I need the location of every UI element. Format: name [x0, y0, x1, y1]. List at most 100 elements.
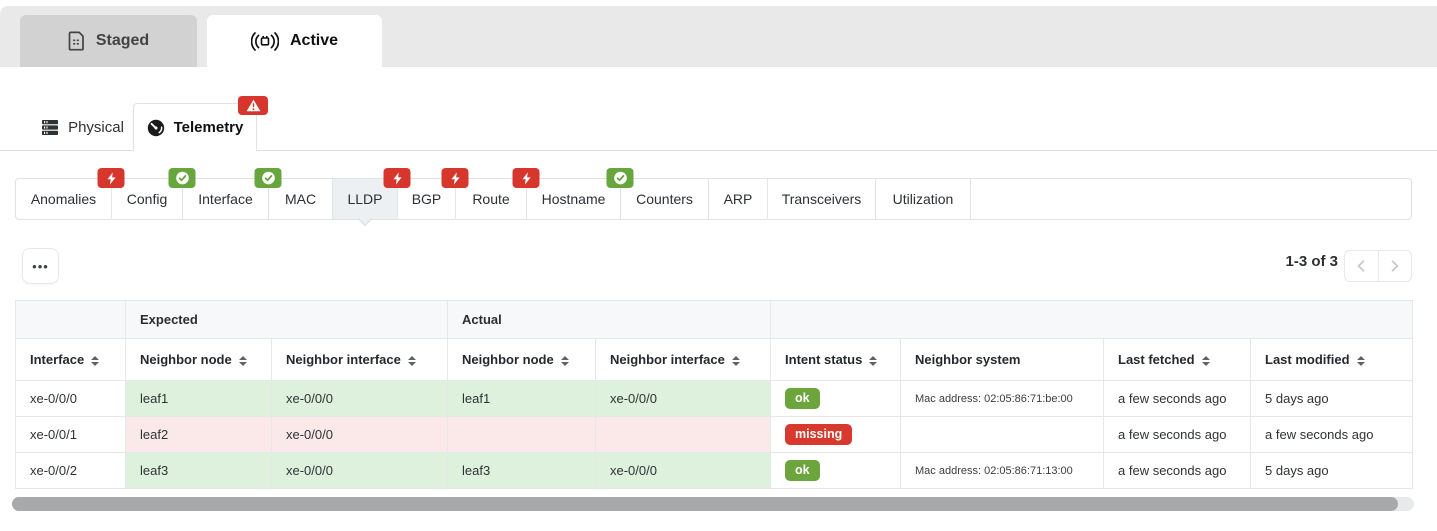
sort-icon[interactable]: [1201, 355, 1210, 366]
cell-expected-neighbor-interface: xe-0/0/0: [271, 416, 448, 453]
column-header-neighbor-interface[interactable]: Neighbor interface: [594, 338, 772, 381]
cell-expected-neighbor-node: leaf2: [125, 416, 272, 453]
subtab-filler: [971, 179, 1411, 219]
cell-last-fetched: a few seconds ago: [1103, 416, 1252, 453]
column-label: Last modified: [1265, 352, 1350, 367]
group-header-actual: Actual: [446, 300, 772, 339]
column-header-neighbor-node[interactable]: Neighbor node: [125, 338, 272, 381]
pagination-controls: [1344, 250, 1412, 282]
subtab-label: Route: [472, 191, 510, 207]
anomaly-badge-icon: [97, 168, 125, 188]
cell-last-fetched: a few seconds ago: [1103, 452, 1252, 489]
anomaly-badge-icon: [383, 168, 411, 188]
subtab-bgp[interactable]: BGP: [398, 168, 469, 219]
subtab-config[interactable]: Config: [112, 168, 196, 219]
cell-neighbor-system: Mac address: 02:05:86:71:13:00: [900, 452, 1105, 489]
cell-actual-neighbor-interface: xe-0/0/0: [594, 452, 772, 489]
cell-interface: xe-0/0/1: [15, 416, 126, 453]
subtab-hostname[interactable]: Hostname: [527, 168, 634, 219]
cell-intent-status: missing: [770, 416, 902, 453]
anomaly-badge-icon: [441, 168, 469, 188]
subtab-transceivers[interactable]: Transceivers: [768, 179, 876, 219]
subtab-lldp[interactable]: LLDP: [333, 168, 411, 227]
anomaly-badge-icon: [512, 168, 540, 188]
tab-telemetry-label: Telemetry: [173, 119, 244, 136]
group-header-empty: [15, 300, 126, 339]
broadcast-icon: [250, 31, 279, 51]
subtab-anomalies[interactable]: Anomalies: [16, 168, 125, 219]
subtab-arp[interactable]: ARP: [709, 179, 768, 219]
subtab-utilization[interactable]: Utilization: [876, 179, 971, 219]
column-label: Neighbor node: [140, 352, 232, 367]
horizontal-scrollbar-track[interactable]: [12, 497, 1414, 511]
success-badge-icon: [606, 168, 634, 188]
subtab-label: Transceivers: [781, 191, 862, 207]
subtab-label: Interface: [198, 191, 253, 207]
cell-actual-neighbor-interface: [594, 416, 772, 453]
view-tabs-divider: [0, 150, 1437, 151]
status-badge: missing: [785, 424, 853, 445]
sort-icon[interactable]: [407, 355, 416, 366]
sort-icon[interactable]: [1356, 355, 1365, 366]
subtab-route[interactable]: Route: [456, 168, 540, 219]
cell-expected-neighbor-node: leaf3: [125, 452, 272, 489]
chevron-right-icon: [1391, 260, 1399, 272]
sort-icon[interactable]: [869, 355, 878, 366]
tab-physical-label: Physical: [68, 118, 124, 136]
column-header-neighbor-interface[interactable]: Neighbor interface: [271, 338, 448, 381]
sort-icon[interactable]: [91, 355, 100, 366]
next-page-button[interactable]: [1379, 251, 1412, 281]
cell-actual-neighbor-node: [447, 416, 596, 453]
column-label: Interface: [30, 352, 85, 367]
tab-active-label: Active: [289, 32, 339, 49]
horizontal-scrollbar-thumb[interactable]: [12, 497, 1398, 511]
column-header-intent-status[interactable]: Intent status: [770, 338, 902, 381]
cell-last-modified: 5 days ago: [1250, 380, 1414, 417]
chevron-left-icon: [1357, 260, 1365, 272]
tab-staged[interactable]: Staged: [20, 15, 197, 67]
cell-interface: xe-0/0/2: [15, 452, 126, 489]
table-group-header-row: Expected Actual: [15, 300, 1414, 339]
column-header-last-modified[interactable]: Last modified: [1250, 338, 1414, 381]
table-row: xe-0/0/1 leaf2 xe-0/0/0 missing a few second…: [15, 416, 1414, 453]
sort-icon[interactable]: [731, 355, 740, 366]
warning-triangle-icon: [246, 99, 261, 112]
lldp-table: Expected Actual Interface Neighbor node Nei…: [15, 300, 1414, 489]
cell-interface: xe-0/0/0: [15, 380, 126, 417]
tab-active[interactable]: Active: [207, 15, 382, 67]
more-actions-button[interactable]: •••: [22, 248, 59, 284]
subtab-label: Anomalies: [30, 191, 97, 207]
cell-last-fetched: a few seconds ago: [1103, 380, 1252, 417]
table-body: xe-0/0/0 leaf1 xe-0/0/0 leaf1 xe-0/0/0 ok Mac …: [15, 380, 1414, 489]
sort-icon[interactable]: [238, 355, 247, 366]
cell-neighbor-system: Mac address: 02:05:86:71:be:00: [900, 380, 1105, 417]
tab-physical[interactable]: Physical: [32, 103, 133, 151]
cell-expected-neighbor-interface: xe-0/0/0: [271, 452, 448, 489]
subtab-label: Hostname: [541, 191, 606, 207]
table-row: xe-0/0/2 leaf3 xe-0/0/0 leaf3 xe-0/0/0 ok Mac …: [15, 452, 1414, 489]
subtab-label: MAC: [284, 191, 317, 207]
column-header-last-fetched[interactable]: Last fetched: [1103, 338, 1252, 381]
column-label: Neighbor interface: [286, 352, 401, 367]
tab-telemetry[interactable]: Telemetry: [133, 103, 257, 151]
subtab-label: Utilization: [892, 191, 954, 207]
cell-last-modified: 5 days ago: [1250, 452, 1414, 489]
table-row: xe-0/0/0 leaf1 xe-0/0/0 leaf1 xe-0/0/0 ok Mac …: [15, 380, 1414, 417]
success-badge-icon: [168, 168, 196, 188]
ellipsis-icon: •••: [32, 258, 49, 274]
selected-subtab-notch: [357, 211, 373, 227]
column-header-interface[interactable]: Interface: [15, 338, 126, 381]
sort-icon[interactable]: [560, 355, 569, 366]
subtab-label: BGP: [411, 191, 442, 207]
subtab-counters[interactable]: Counters: [621, 179, 709, 219]
group-header-expected: Expected: [125, 300, 448, 339]
subtab-interface[interactable]: Interface: [183, 168, 282, 219]
rack-icon: [41, 119, 59, 136]
cell-intent-status: ok: [770, 452, 902, 489]
cell-expected-neighbor-node: leaf1: [125, 380, 272, 417]
prev-page-button[interactable]: [1345, 251, 1379, 281]
subtab-mac[interactable]: MAC: [269, 179, 333, 219]
cell-last-modified: a few seconds ago: [1250, 416, 1414, 453]
column-header-neighbor-node[interactable]: Neighbor node: [447, 338, 596, 381]
pagination-range: 1-3 of 3: [1285, 253, 1338, 270]
